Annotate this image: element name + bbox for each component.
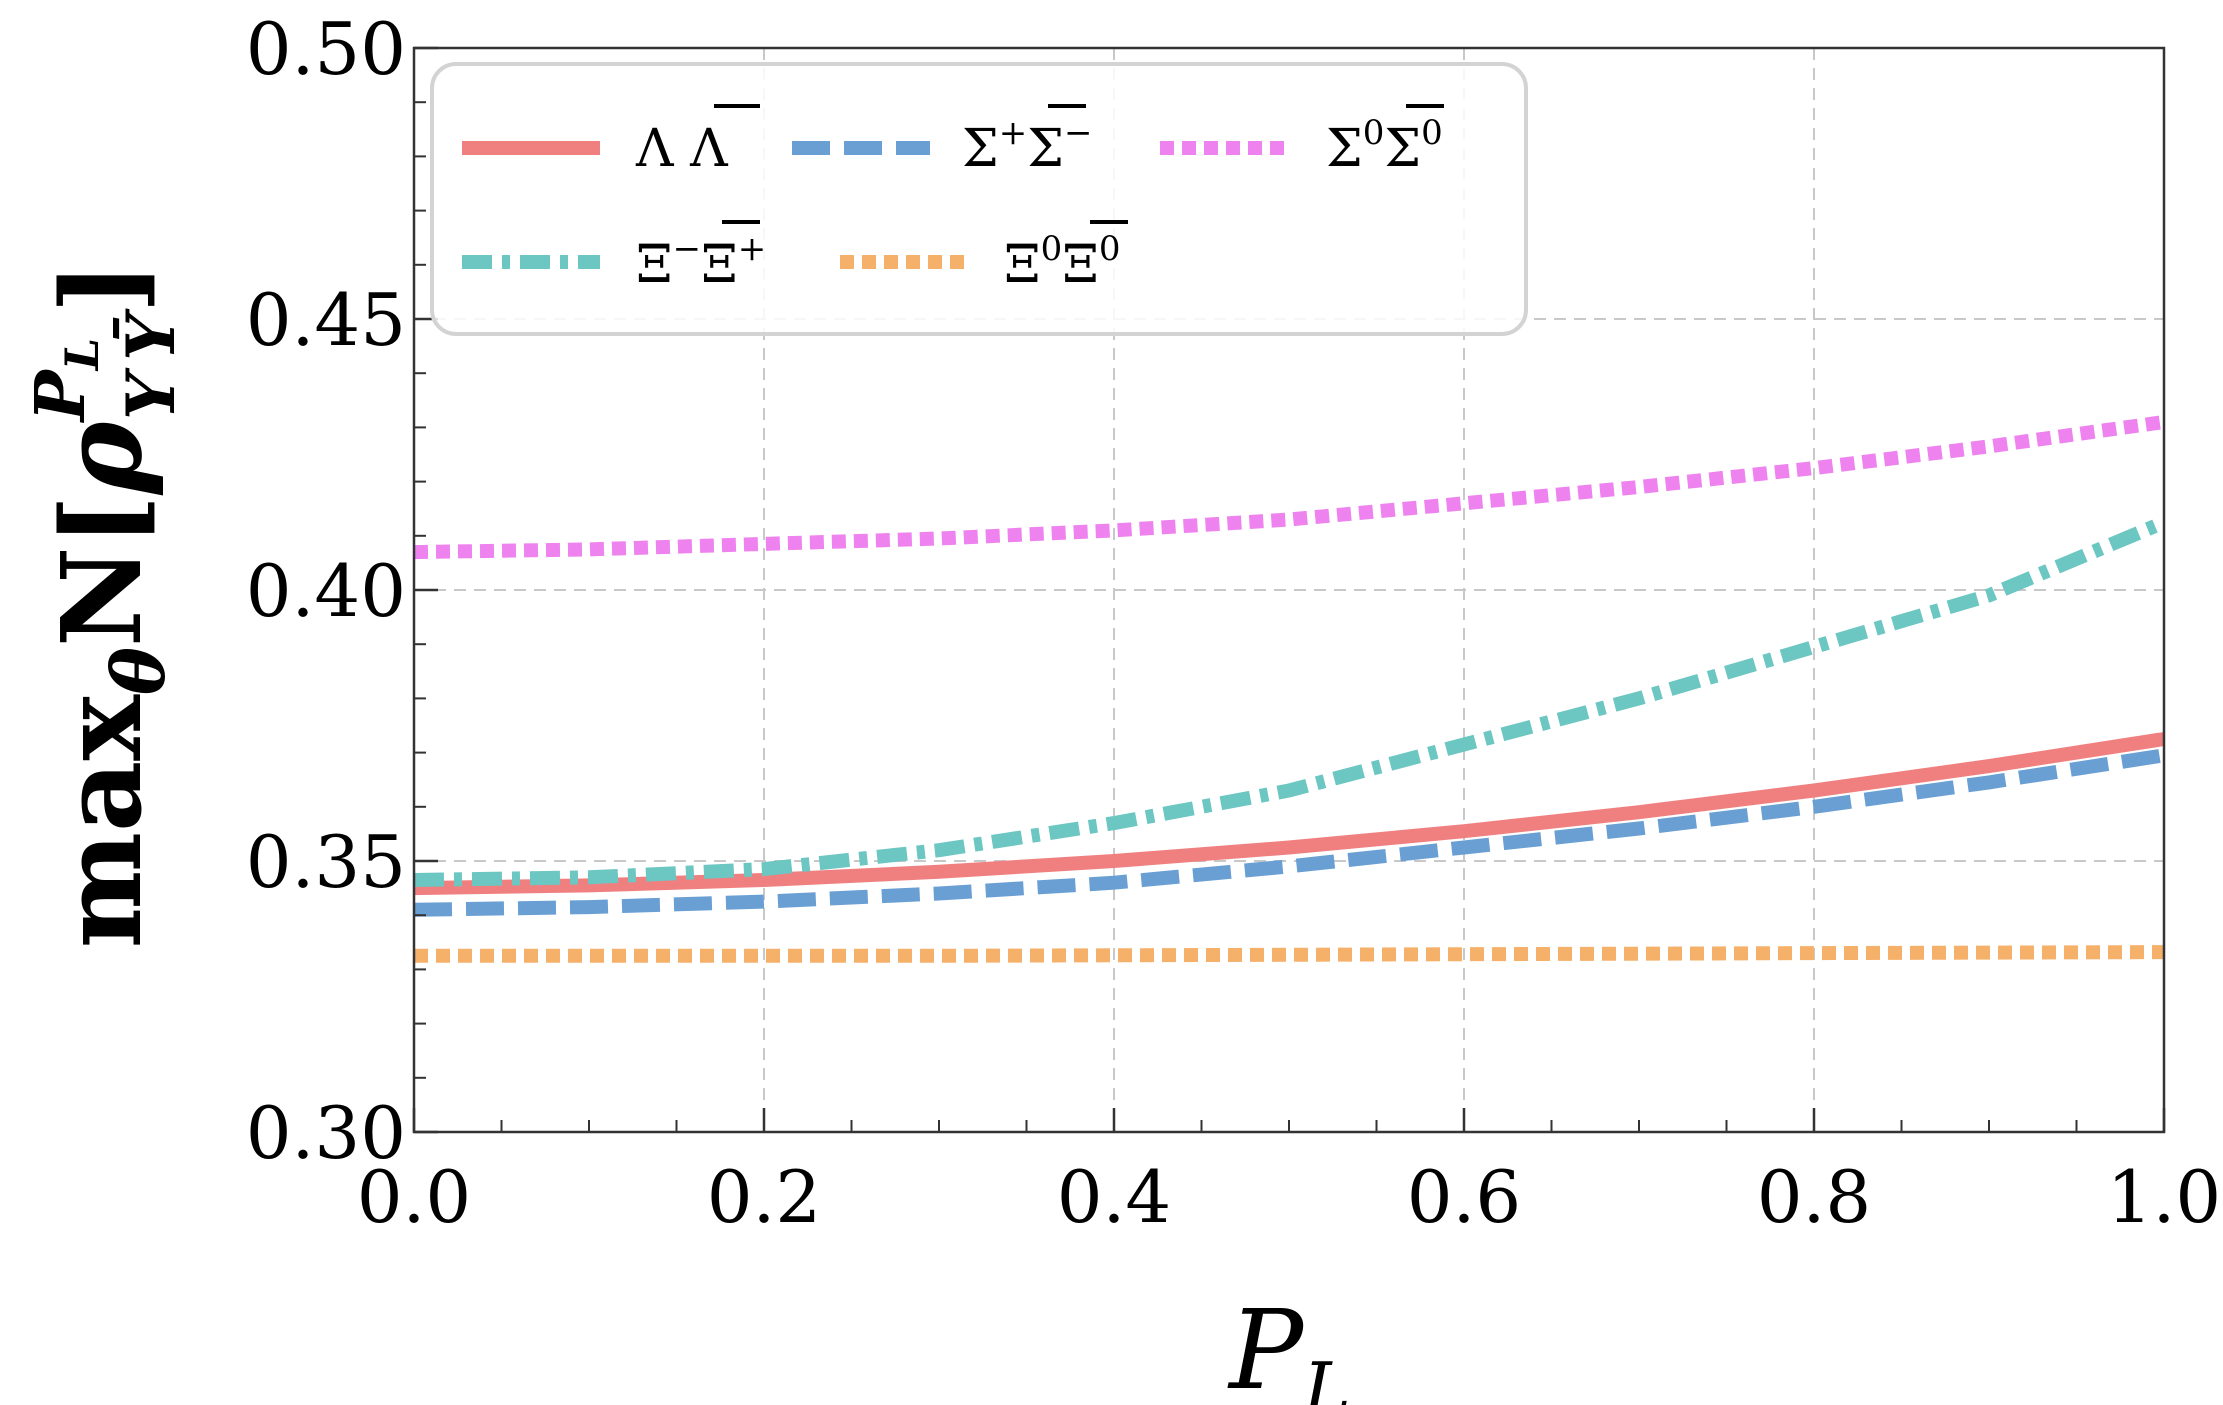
legend-label-xi-minus: Ξ−Ξ+ (636, 229, 766, 295)
legend-sigma-zero-main: Σ (1326, 119, 1363, 179)
legend-sigma-zero-sup1: 0 (1363, 113, 1385, 153)
svg-text:maxθN[ρPLYȲ]: maxθN[ρPLYȲ] (21, 262, 190, 949)
x-tick-label: 0.8 (1757, 1155, 1872, 1239)
y-axis-title-sub-ybar: Ȳ (112, 308, 190, 361)
legend-label-sigma-zero: Σ0Σ0 (1326, 113, 1443, 179)
y-tick-label: 0.30 (246, 1091, 406, 1175)
ticks (412, 46, 2166, 1134)
y-tick-label: 0.40 (246, 549, 406, 633)
legend-xi-zero-bar: Ξ (1062, 235, 1099, 295)
y-axis-title-sub-y: Y (112, 367, 190, 420)
legend-sigma-plus-sup1: + (999, 113, 1028, 153)
legend-sigma-zero-bar: Σ (1384, 119, 1421, 179)
tick-labels: 0.0 0.2 0.4 0.6 0.8 1.0 0.30 0.35 0.40 0.45 0.50 (246, 7, 2222, 1239)
legend-xi-zero-sup2: 0 (1099, 229, 1121, 269)
y-axis-title-rho: ρ (37, 421, 166, 496)
legend-box (430, 62, 1528, 336)
series-sigma-zero (413, 415, 2165, 560)
legend-xi-zero-sup1: 0 (1041, 229, 1063, 269)
x-tick-label: 0.2 (707, 1155, 822, 1239)
series-sigma-plus (413, 748, 2166, 917)
legend-sigma-plus-bar: Σ (1027, 119, 1064, 179)
y-tick-label: 0.45 (246, 278, 406, 362)
y-axis-title-max: max (37, 694, 166, 949)
y-axis-title-close: ] (37, 262, 166, 314)
legend-xi-minus-main: Ξ (636, 235, 673, 295)
series-xi-minus (413, 515, 2167, 887)
y-tick-label: 0.35 (246, 820, 406, 904)
legend-label-xi-zero: Ξ0Ξ0 (1004, 229, 1120, 295)
x-axis-title-p: P (1227, 1286, 1305, 1405)
legend-sigma-zero-sup2: 0 (1421, 113, 1443, 153)
legend-label-lambda: Λ Λ (635, 119, 729, 179)
series-lambda (413, 732, 2166, 896)
y-axis-title-theta: θ (96, 647, 181, 695)
y-tick-label: 0.50 (246, 7, 406, 91)
legend-xi-minus-sup1: − (673, 229, 702, 269)
y-axis-title-open: [ (37, 495, 166, 547)
x-tick-label: 0.4 (1057, 1155, 1172, 1239)
legend-sigma-plus-main: Σ (962, 119, 999, 179)
y-axis-title: maxθN[ρPLYȲ] (21, 262, 190, 949)
x-tick-label: 1.0 (2107, 1155, 2222, 1239)
x-tick-label: 0.0 (357, 1155, 472, 1239)
y-axis-title-n: N (37, 547, 166, 648)
x-axis-title: PL (1227, 1286, 1351, 1405)
legend-xi-minus-bar: Ξ (701, 235, 738, 295)
x-tick-label: 0.6 (1407, 1155, 1522, 1239)
legend-xi-minus-sup2: + (738, 229, 767, 269)
series-layer (413, 415, 2167, 963)
legend: Λ Λ Σ+Σ− Σ0Σ0 Ξ−Ξ+ Ξ0Ξ0 (430, 62, 1528, 336)
y-axis-title-sup-l: L (55, 338, 109, 372)
legend-xi-zero-main: Ξ (1004, 235, 1041, 295)
y-axis-title-sup-p: P (21, 368, 101, 423)
series-xi-zero (414, 945, 2165, 963)
x-axis-title-sub: L (1301, 1347, 1351, 1405)
legend-sigma-plus-sup2: − (1064, 113, 1093, 153)
legend-label-sigma-plus: Σ+Σ− (962, 113, 1093, 179)
